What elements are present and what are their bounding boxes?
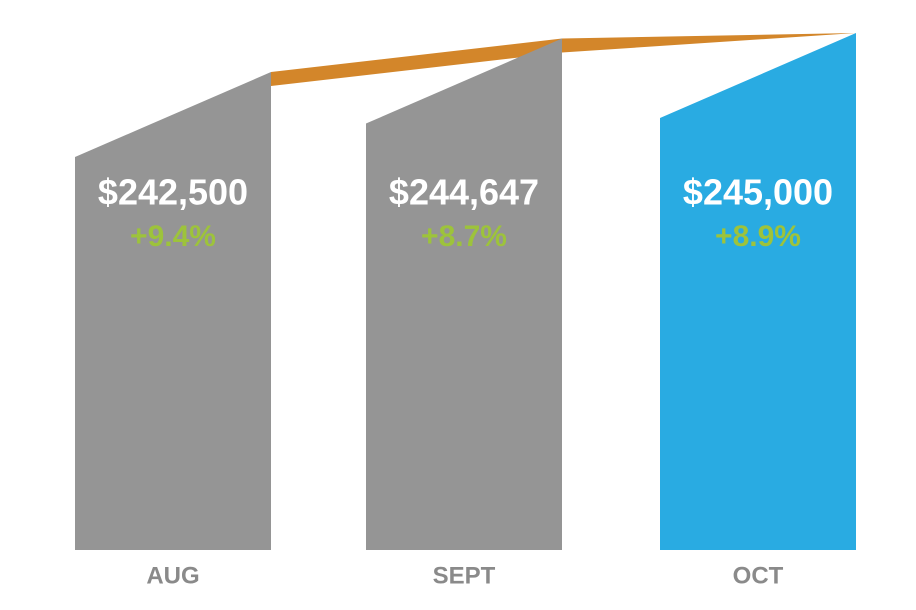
category-label: SEPT	[433, 562, 496, 589]
trend-ribbon	[271, 33, 856, 86]
change-label: +8.9%	[715, 220, 801, 253]
change-label: +8.7%	[421, 220, 507, 253]
bar	[366, 38, 562, 550]
bar	[75, 72, 271, 550]
category-label: AUG	[146, 562, 199, 589]
value-label: $244,647	[389, 172, 539, 213]
value-label: $245,000	[683, 172, 833, 213]
change-label: +9.4%	[130, 220, 216, 253]
category-label: OCT	[733, 562, 784, 589]
value-label: $242,500	[98, 172, 248, 213]
bar	[660, 33, 856, 550]
